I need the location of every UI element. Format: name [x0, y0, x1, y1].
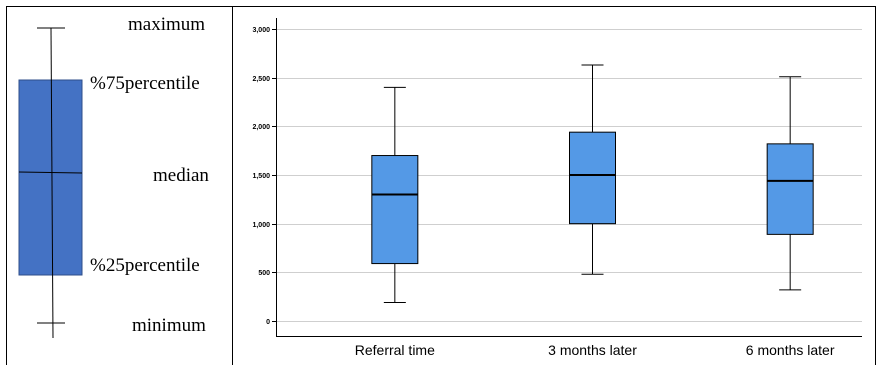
x-axis-labels: Referral time 3 months later 6 months late… [355, 342, 835, 358]
iqr-box [371, 155, 419, 265]
box-series [371, 64, 814, 304]
y-tick-label: 1,500 [252, 173, 270, 180]
figure-frame [6, 6, 876, 365]
boxplot-chart: 0 500 1,000 1,500 2,000 2,500 3,000 Referral t… [252, 18, 862, 358]
legend-box [18, 79, 83, 276]
x-category-label: 3 months later [548, 342, 637, 358]
legend-median-line [18, 171, 83, 174]
y-tick-label: 2,500 [252, 76, 270, 83]
y-tick-label: 0 [266, 319, 270, 326]
box-3 [766, 76, 814, 291]
y-tick-label: 3,000 [252, 27, 270, 34]
iqr-box [766, 143, 814, 235]
x-category-label: 6 months later [746, 342, 835, 358]
x-category-label: Referral time [355, 342, 435, 358]
y-axis-ticks: 0 500 1,000 1,500 2,000 2,500 3,000 [252, 27, 277, 326]
legend-label-minimum: minimum [132, 315, 206, 336]
y-tick-label: 2,000 [252, 124, 270, 131]
legend-label-q3: %75percentile [90, 73, 200, 94]
box-1 [371, 86, 419, 304]
boxplot-legend: maximum %75percentile median %25percenti… [18, 14, 209, 339]
iqr-box [569, 131, 616, 225]
legend-label-median: median [153, 165, 209, 186]
legend-label-maximum: maximum [128, 14, 205, 35]
legend-whisker-line [50, 27, 54, 339]
box-2 [569, 64, 616, 275]
legend-label-q1: %25percentile [90, 255, 200, 276]
y-tick-label: 1,000 [252, 222, 270, 229]
y-tick-label: 500 [258, 270, 270, 277]
